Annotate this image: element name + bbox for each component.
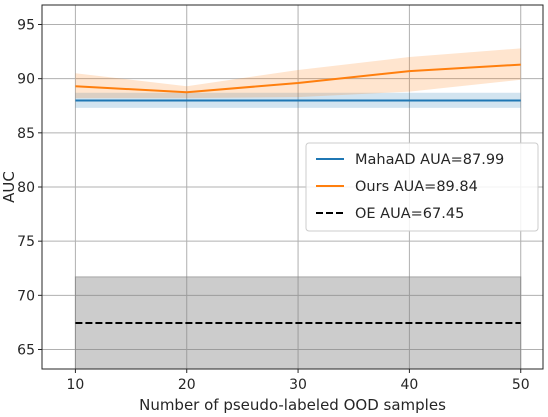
legend: MahaAD AUA=87.99 Ours AUA=89.84 OE AUA=67.…: [305, 142, 539, 232]
y-axis-ticks: 65 70 75 80 85 90 95: [17, 18, 42, 359]
x-tick-label: 40: [400, 377, 418, 393]
x-axis-label: Number of pseudo-labeled OOD samples: [139, 396, 446, 414]
x-tick-label: 30: [289, 377, 307, 393]
y-tick-label: 85: [17, 126, 35, 142]
x-tick-label: 10: [66, 377, 84, 393]
legend-label: OE AUA=67.45: [355, 206, 464, 222]
series-line: [75, 63, 521, 94]
confidence-band: [75, 48, 521, 99]
y-tick-label: 75: [17, 234, 35, 250]
legend-box: [305, 142, 539, 232]
legend-label: Ours AUA=89.84: [355, 179, 478, 195]
x-axis-ticks: 10 20 30 40 50: [66, 369, 530, 393]
x-tick-label: 50: [512, 377, 530, 393]
legend-label: MahaAD AUA=87.99: [355, 152, 504, 168]
y-tick-label: 65: [17, 343, 35, 359]
series-lines: [75, 63, 521, 324]
y-tick-label: 95: [17, 18, 35, 34]
y-tick-label: 80: [17, 180, 35, 196]
y-axis-label: AUC: [0, 171, 18, 203]
x-tick-label: 20: [178, 377, 196, 393]
y-tick-label: 70: [17, 288, 35, 304]
y-tick-label: 90: [17, 72, 35, 88]
